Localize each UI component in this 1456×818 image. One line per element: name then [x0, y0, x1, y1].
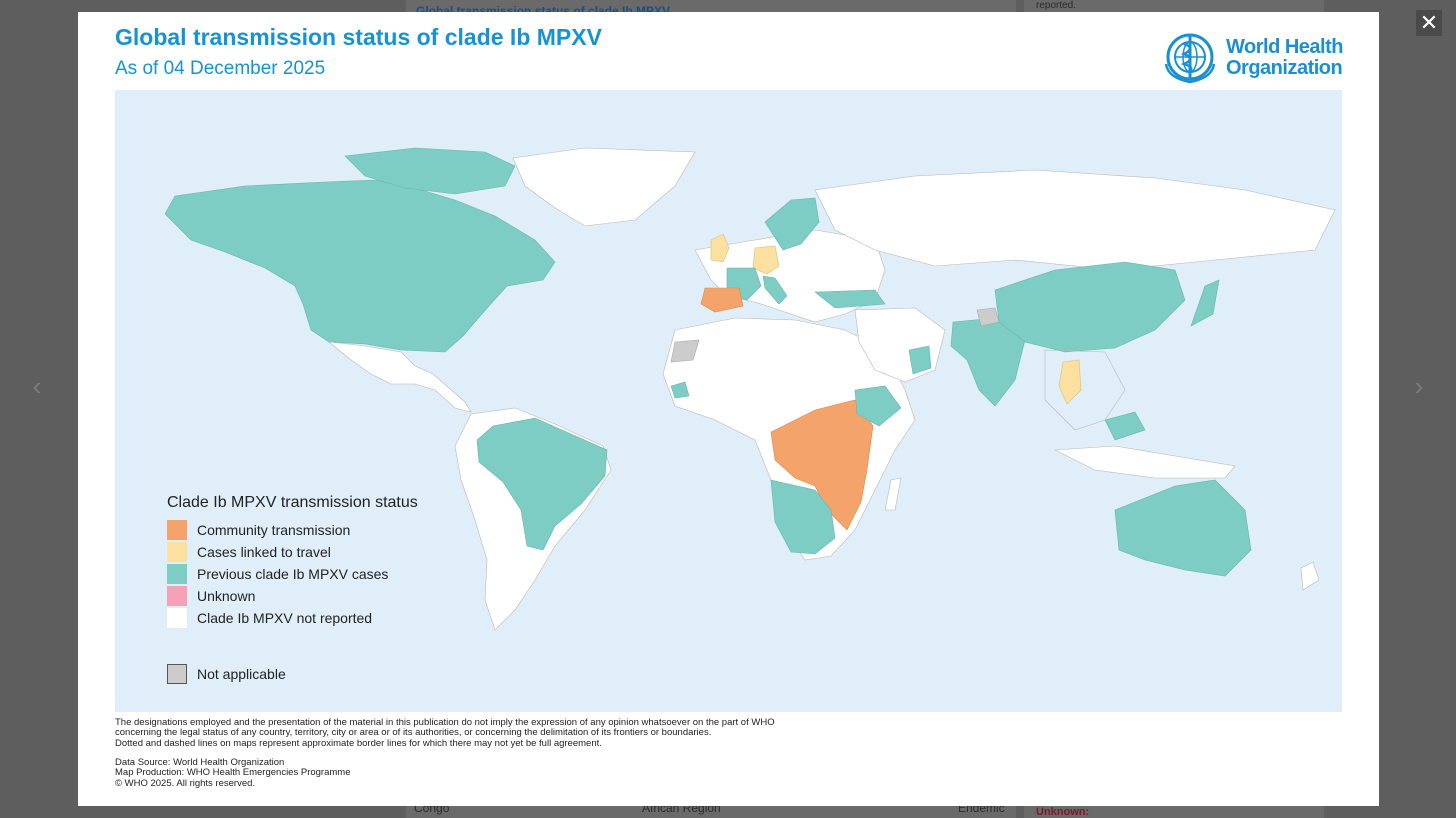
mexico-central-america [328, 341, 472, 413]
previous-image-button[interactable]: ‹ [22, 366, 52, 406]
who-emblem-icon [1164, 33, 1216, 84]
credit-line: Map Production: WHO Health Emergencies P… [115, 767, 351, 779]
close-icon: ✕ [1419, 10, 1439, 35]
indonesia-white [1053, 445, 1236, 479]
thailand-yellow [1058, 359, 1082, 405]
turkey-teal [814, 289, 886, 309]
not-applicable-swatch [167, 664, 187, 684]
oman-uae-teal [908, 345, 932, 375]
next-image-button[interactable]: › [1404, 366, 1434, 406]
new-zealand-white [1300, 561, 1320, 591]
close-lightbox-button[interactable]: ✕ [1416, 10, 1442, 36]
credit-line: Data Source: World Health Organization [115, 757, 285, 768]
credit-line: © WHO 2025. All rights reserved. [115, 777, 256, 789]
who-logo-line2: Organization [1226, 57, 1343, 79]
japan-teal [1190, 279, 1220, 327]
who-logo: World Health Organization [1158, 28, 1348, 88]
travel-linked-swatch [167, 542, 187, 562]
world-map: Clade Ib MPXV transmission status Commun… [115, 90, 1342, 712]
background-footer-label: Unknown: [1036, 806, 1090, 818]
spain-orange [700, 287, 744, 313]
unknown-swatch [167, 586, 187, 606]
chevron-right-icon: › [1414, 371, 1424, 401]
scandinavia-teal [764, 197, 820, 251]
legend-label: Community transmission [197, 522, 351, 538]
background-note: reported. [1036, 0, 1077, 11]
legend-label: Not applicable [197, 666, 286, 682]
disclaimer-line: concerning the legal status of any count… [115, 727, 712, 739]
world-map-svg [164, 147, 1336, 631]
brazil-teal [476, 417, 608, 551]
central-africa-orange [770, 399, 874, 531]
germany-yellow [752, 245, 780, 275]
philippines-malaysia-teal [1104, 411, 1146, 441]
madagascar-white [884, 477, 902, 511]
greenland-shape [512, 147, 696, 227]
australia-teal [1114, 479, 1252, 577]
ethiopia-teal [854, 385, 902, 427]
not-reported-swatch [167, 608, 187, 628]
map-subtitle: As of 04 December 2025 [115, 58, 326, 79]
community-transmission-swatch [167, 520, 187, 540]
map-title: Global transmission status of clade Ib M… [115, 24, 602, 50]
western-sahara-grey [670, 339, 700, 363]
legend-label: Unknown [197, 588, 256, 604]
legend-label: Previous clade Ib MPXV cases [197, 566, 389, 582]
legend-label: Cases linked to travel [197, 544, 331, 560]
map-credits: Data Source: World Health Organization M… [115, 757, 351, 789]
north-america-teal [164, 179, 556, 353]
legend-title: Clade Ib MPXV transmission status [167, 494, 418, 511]
disclaimer-line: The designations employed and the presen… [115, 717, 775, 728]
arctic-islands-teal [344, 147, 516, 195]
legend-label: Clade Ib MPXV not reported [197, 610, 373, 626]
uk-yellow [710, 233, 730, 263]
map-image-card: Global transmission status of clade Ib M… [78, 12, 1379, 806]
who-logo-line1: World Health [1226, 36, 1343, 58]
map-disclaimer: The designations employed and the presen… [115, 717, 775, 749]
who-logo-text: World Health Organization [1226, 37, 1343, 79]
chevron-left-icon: ‹ [32, 371, 42, 401]
russia-white [814, 169, 1336, 271]
west-africa-teal [670, 381, 690, 399]
southern-africa-teal [770, 479, 836, 555]
china-teal [994, 261, 1186, 353]
italy-teal [762, 275, 788, 305]
map-legend: Clade Ib MPXV transmission status Commun… [167, 494, 467, 704]
previous-cases-swatch [167, 564, 187, 584]
disclaimer-line: Dotted and dashed lines on maps represen… [115, 737, 602, 749]
